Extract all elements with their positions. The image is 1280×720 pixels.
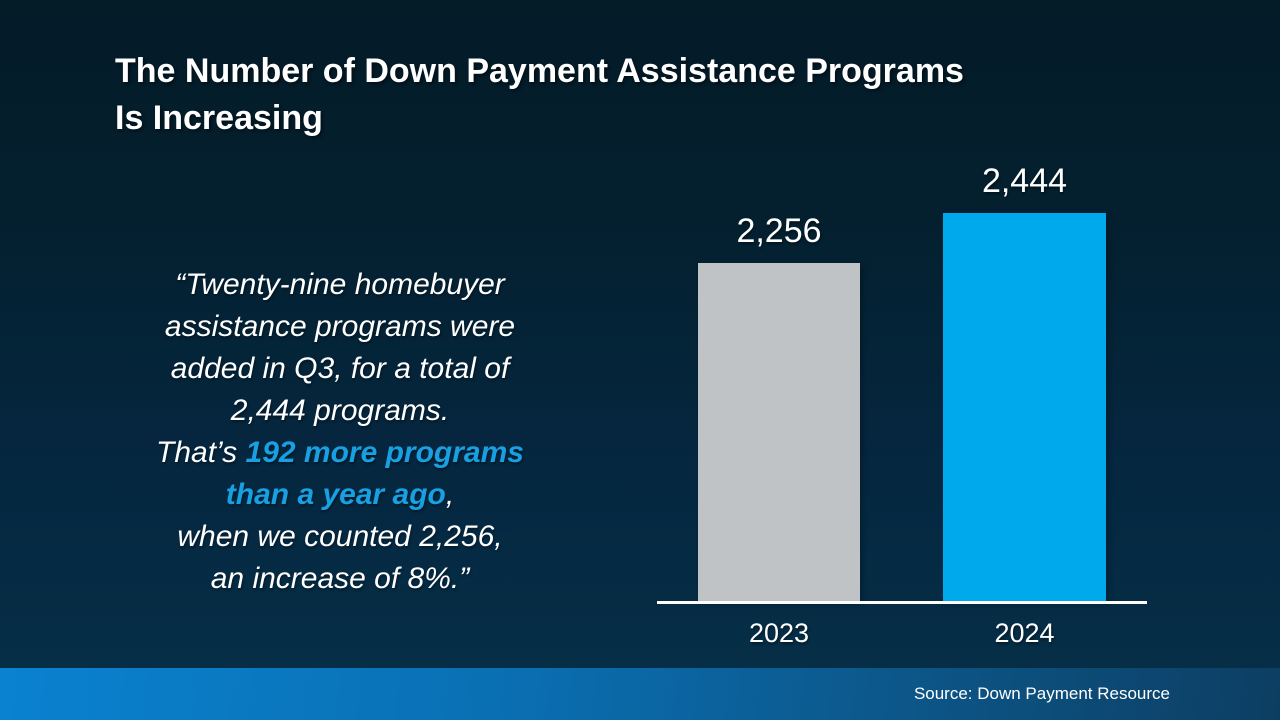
quote-segment: than a year ago <box>225 478 446 511</box>
quote-segment: added in Q3, for a total of <box>170 352 510 385</box>
quote-line: assistance programs were <box>105 306 575 348</box>
quote-segment: “Twenty-nine homebuyer <box>175 268 505 301</box>
bar-group-2024: 2,444 2024 <box>943 162 1106 648</box>
bar-2024 <box>943 213 1106 601</box>
slide-title-line2: Is Increasing <box>115 99 323 137</box>
quote-line: 2,444 programs. <box>105 390 575 432</box>
x-axis-label-2023: 2023 <box>748 618 810 648</box>
bar-chart: 2,256 2023 2,444 2024 <box>657 162 1147 648</box>
quote-line: added in Q3, for a total of <box>105 348 575 390</box>
bar-group-2023: 2,256 2023 <box>698 171 860 648</box>
quote-segment: when we counted 2,256, <box>177 520 503 553</box>
quote-line: That’s 192 more programs <box>105 432 575 474</box>
footer-bar: Source: Down Payment Resource <box>0 668 1280 720</box>
quote-segment: assistance programs were <box>164 310 516 343</box>
quote-segment: 192 more programs <box>245 436 524 469</box>
quote-segment: That’s <box>156 436 246 469</box>
quote-segment: , <box>445 478 455 511</box>
x-axis-label-2024: 2024 <box>994 618 1055 648</box>
quote-segment: 2,444 programs. <box>230 394 450 427</box>
bar-value-label-2023: 2,256 <box>736 212 822 250</box>
quote-line: when we counted 2,256, <box>105 516 575 558</box>
quote-line: an increase of 8%.” <box>105 558 575 600</box>
slide-title: The Number of Down Payment Assistance Pr… <box>115 48 1175 142</box>
quote-line: than a year ago, <box>105 474 575 516</box>
quote-line: “Twenty-nine homebuyer <box>105 264 575 306</box>
quote-text: “Twenty-nine homebuyer assistance program… <box>105 264 575 600</box>
x-axis-line <box>657 601 1147 604</box>
bar-2023 <box>698 263 860 601</box>
quote-segment: an increase of 8%.” <box>210 562 470 595</box>
source-attribution: Source: Down Payment Resource <box>913 684 1170 703</box>
slide-title-line1: The Number of Down Payment Assistance Pr… <box>115 52 964 90</box>
bar-value-label-2024: 2,444 <box>981 162 1068 200</box>
